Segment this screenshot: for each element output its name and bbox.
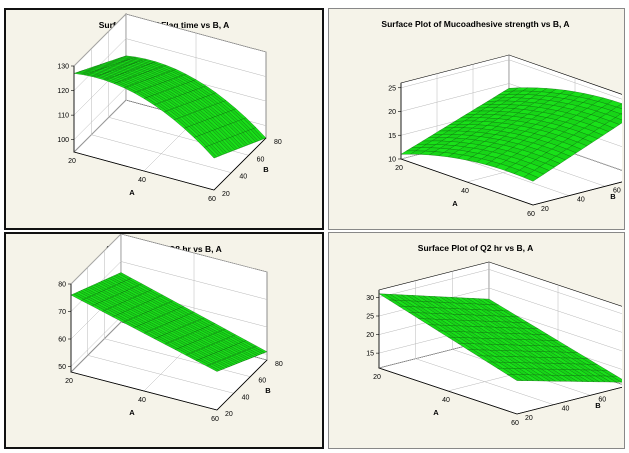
y-tick-label: 60 — [257, 156, 265, 163]
surface-plot-q8-hr: Surface Plot of Q8 hr vs B, A50607080204… — [4, 232, 324, 449]
x-axis-label: A — [452, 199, 458, 208]
z-tick-label: 60 — [58, 337, 66, 344]
y-tick-label: 40 — [577, 197, 585, 204]
x-axis-label: A — [129, 408, 135, 417]
z-tick-label: 110 — [58, 113, 69, 120]
surface-patch — [620, 112, 622, 115]
x-tick-label: 40 — [138, 177, 146, 184]
x-tick-label: 40 — [461, 188, 469, 195]
axes — [70, 284, 268, 411]
chart-svg: Surface Plot of Q2 hr vs B, A 15 20 25 30 20 4… — [366, 243, 622, 427]
z-tick-label: 50 — [58, 364, 66, 371]
surface-patch — [523, 173, 539, 182]
surface-patch — [206, 364, 220, 372]
y-tick-label: 60 — [258, 378, 266, 385]
z-tick-label: 70 — [58, 309, 66, 316]
y-tick-label: 40 — [242, 394, 250, 401]
chart-svg: Surface Plot of Q8 hr vs B, A50607080204… — [58, 234, 283, 423]
x-tick-label: 60 — [211, 416, 219, 423]
x-tick-label: 20 — [65, 378, 73, 385]
z-tick-label: 10 — [388, 157, 396, 164]
axes — [378, 290, 622, 415]
x-tick-label: 40 — [138, 397, 146, 404]
axes — [73, 66, 267, 191]
surface-plot-mucoadhesive-strength: Surface Plot of Mucoadhesive strength vs… — [328, 8, 625, 230]
y-tick-label: 40 — [239, 174, 247, 181]
z-tick-label: 20 — [388, 109, 396, 116]
surface — [70, 272, 268, 372]
z-tick-label: 130 — [57, 64, 69, 71]
chart-title: Surface Plot of Q2 hr vs B, A — [418, 243, 533, 253]
y-tick-label: 40 — [562, 406, 570, 413]
surface-plot-flag-time: Surface Plot of Flag time vs B, A1001101… — [4, 8, 324, 230]
y-tick-label: 20 — [525, 415, 533, 422]
surface — [400, 87, 622, 182]
y-tick-label: 20 — [541, 206, 549, 213]
x-tick-label: 60 — [511, 420, 519, 427]
x-tick-label: 20 — [373, 374, 381, 381]
surface-patch — [506, 374, 524, 381]
y-tick-label: 20 — [222, 191, 230, 198]
z-tick-label: 25 — [388, 85, 396, 92]
x-axis-label: A — [129, 188, 135, 197]
z-tick-label: 100 — [57, 137, 69, 144]
chart-svg: Surface Plot of Mucoadhesive strength vs… — [381, 19, 622, 218]
z-tick-label: 20 — [366, 332, 374, 339]
z-tick-label: 15 — [388, 133, 396, 140]
x-tick-label: 20 — [68, 158, 76, 165]
z-tick-label: 80 — [58, 282, 66, 289]
surface-plot-q2-hr: Surface Plot of Q2 hr vs B, A 15 20 25 30 20 4… — [328, 232, 625, 449]
y-axis-label: B — [263, 165, 269, 174]
y-axis-label: B — [265, 386, 271, 395]
x-axis-label: A — [433, 408, 439, 417]
x-tick-label: 40 — [442, 397, 450, 404]
y-tick-label: 60 — [598, 396, 606, 403]
z-tick-label: 120 — [57, 88, 69, 95]
y-tick-label: 60 — [613, 187, 621, 194]
y-axis-label: B — [595, 401, 601, 410]
y-tick-label: 80 — [274, 139, 282, 146]
surface-patch — [616, 103, 622, 110]
y-axis-label: B — [610, 192, 616, 201]
axes — [400, 83, 622, 206]
x-tick-label: 20 — [395, 165, 403, 172]
surface-patch — [203, 146, 217, 159]
y-tick-label: 80 — [275, 361, 283, 368]
z-tick-label: 25 — [366, 314, 374, 321]
surface — [378, 293, 622, 383]
x-tick-label: 60 — [208, 196, 216, 203]
z-tick-label: 15 — [366, 351, 374, 358]
z-tick-label: 30 — [366, 295, 374, 302]
x-tick-label: 60 — [527, 211, 535, 218]
y-tick-label: 20 — [225, 411, 233, 418]
surface — [73, 55, 267, 159]
chart-title: Surface Plot of Mucoadhesive strength vs… — [381, 19, 569, 29]
chart-svg: Surface Plot of Flag time vs B, A1001101… — [57, 13, 282, 203]
